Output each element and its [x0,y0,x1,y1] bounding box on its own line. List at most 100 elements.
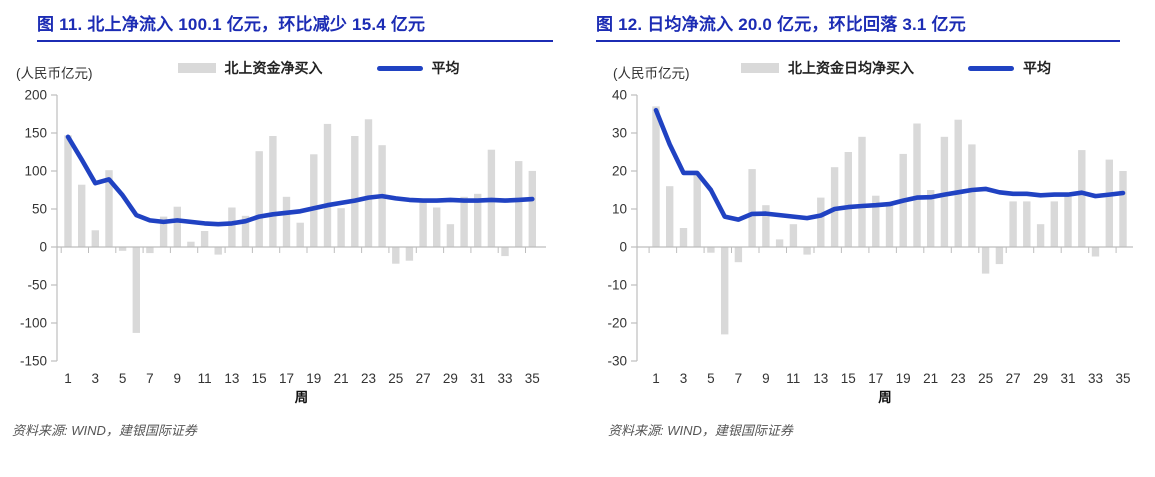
bar [228,207,236,247]
bar [940,136,949,247]
bar [789,224,798,247]
bar [1064,193,1072,247]
average-line [653,107,1126,222]
source-note: 资料来源: WIND，建银国际证券 [608,423,793,438]
bar [392,247,400,264]
x-tick-label: 27 [416,371,431,386]
bar [1023,201,1031,247]
x-tick-label: 11 [198,371,212,386]
y-tick-label: 50 [32,202,47,217]
x-tick-label: 15 [252,371,267,386]
x-tick-label: 29 [1033,371,1048,386]
bar [173,206,181,247]
x-tick-label: 31 [470,371,485,386]
bar [803,247,811,255]
x-tick-label: 17 [279,371,294,386]
legend-item-bars: 北上资金净买入 [177,58,323,78]
bar [995,247,1004,265]
y-tick-label: -50 [27,278,47,293]
legend-label-line: 平均 [1023,60,1051,76]
bar [1050,201,1058,247]
bar-series [64,119,536,333]
chart-header: (人民币亿元) 北上资金净买入 平均 [0,58,577,84]
bar [159,216,168,247]
x-tick-label: 35 [1115,371,1130,386]
y-tick-label: 0 [39,240,47,255]
y-tick-label: -10 [607,278,627,293]
x-tick-label: 15 [841,371,856,386]
bar [1119,171,1127,247]
bar [146,247,154,254]
bar [501,247,509,257]
legend-item-line: 平均 [968,58,1051,78]
bar [105,170,113,247]
title-underline [37,40,553,42]
bar-swatch-icon [741,63,779,73]
bar [885,205,894,247]
x-tick-label: 1 [64,371,72,386]
line-swatch-icon [968,65,1014,71]
x-axis-title: 周 [295,390,309,405]
line-swatch-icon [376,65,423,71]
bar [255,151,263,247]
bar [734,247,743,263]
bar [282,196,291,247]
y-tick-label: 20 [612,164,627,179]
figure-11-panel: 图 11. 北上净流入 100.1 亿元，环比减少 15.4 亿元 (人民币亿元… [0,0,577,439]
x-tick-label: 7 [146,371,154,386]
bar [981,247,990,274]
bar [1091,247,1100,257]
bar [296,222,304,247]
bar [913,123,921,247]
figure-title: 图 11. 北上净流入 100.1 亿元，环比减少 15.4 亿元 [37,15,426,34]
y-tick-label: -20 [607,316,627,331]
bar [364,119,373,247]
x-tick-label: 13 [813,371,828,386]
bar [927,190,935,247]
bar [844,152,852,247]
x-tick-label: 19 [896,371,911,386]
bar [721,247,729,335]
bar [78,184,86,247]
bar [269,136,277,247]
x-tick-label: 19 [306,371,321,386]
bar [817,197,825,247]
bar [652,106,660,248]
x-tick-label: 3 [92,371,100,386]
bar [1009,201,1017,247]
bar [241,215,250,247]
x-tick-label: 29 [443,371,458,386]
bar [474,193,482,247]
legend-label-bars: 北上资金日均净买入 [788,60,914,76]
y-tick-label: -30 [607,354,627,369]
x-tick-label: 25 [388,371,403,386]
report-figures-row: 图 11. 北上净流入 100.1 亿元，环比减少 15.4 亿元 (人民币亿元… [0,0,1155,439]
x-tick-label: 5 [707,371,715,386]
bar [679,228,688,247]
bar [310,154,318,247]
y-tick-label: 150 [24,126,47,141]
x-tick-label: 23 [951,371,966,386]
bar [528,170,536,247]
x-tick-label: 7 [735,371,743,386]
legend-item-line: 平均 [376,58,460,78]
bar [460,196,468,247]
chart-legend: 北上资金净买入 平均 [60,58,577,78]
bar [118,247,127,251]
chart-header: (人民币亿元) 北上资金日均净买入 平均 [577,58,1155,84]
y-axis-labels: 40 30 20 10 0 -10 -20 -30 [607,88,627,369]
y-axis-unit-label: (人民币亿元) [16,66,93,81]
bar [775,239,784,247]
bar [693,174,701,247]
x-axis-labels: 1 3 5 7 9 11 13 15 17 19 21 23 25 27 29 31 33 35 [64,371,540,386]
bar [1105,159,1113,247]
x-tick-label: 23 [361,371,376,386]
y-axis-ticks [51,94,57,362]
bar [91,230,99,247]
bar [64,135,72,247]
bar [1078,150,1086,247]
y-tick-label: -100 [20,316,47,331]
y-axis-unit-label: (人民币亿元) [613,66,690,81]
bar [132,247,140,333]
